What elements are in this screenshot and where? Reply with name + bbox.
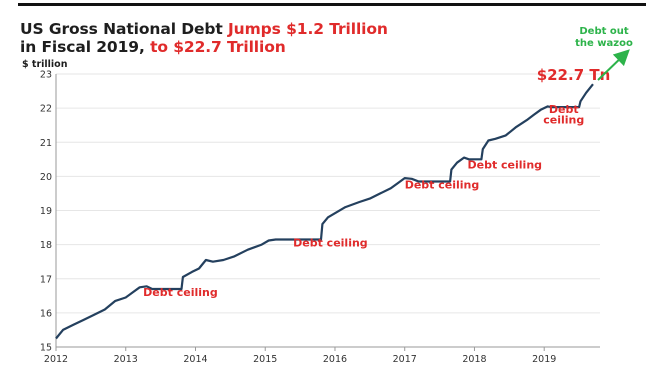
debt-series-line — [55, 83, 594, 340]
y-tick-label: 21 — [40, 138, 52, 149]
title-part-2: Jumps $1.2 Trillion — [228, 20, 388, 38]
debt-ceiling-annotation: Debt — [549, 103, 579, 116]
green-arrow — [597, 49, 630, 81]
y-tick-label: 15 — [40, 343, 52, 354]
debt-ceiling-annotation: Debt ceiling — [405, 178, 480, 191]
y-tick-label: 18 — [40, 240, 52, 251]
y-tick-label: 22 — [40, 104, 52, 115]
y-tick-label: 23 — [40, 70, 52, 81]
y-tick-label: 17 — [40, 274, 52, 285]
x-tick-label: 2013 — [114, 354, 138, 365]
title-part-1: US Gross National Debt — [20, 20, 228, 38]
x-tick-label: 2012 — [44, 354, 68, 365]
y-axis-unit-label: $ trillion — [22, 59, 68, 70]
top-rule — [18, 3, 646, 6]
arrow-label-line-2: the wazoo — [575, 38, 633, 49]
x-tick-label: 2018 — [462, 354, 486, 365]
x-tick-label: 2014 — [183, 354, 207, 365]
final-value-label: $22.7 Tn — [537, 66, 611, 84]
debt-ceiling-annotation: ceiling — [543, 113, 584, 126]
title-part-3: in Fiscal 2019, — [20, 38, 151, 56]
debt-ceiling-annotation: Debt ceiling — [467, 159, 542, 172]
debt-ceiling-annotation: Debt ceiling — [143, 286, 218, 299]
x-tick-label: 2019 — [532, 354, 556, 365]
y-tick-label: 16 — [40, 308, 52, 319]
chart-title-line-1: US Gross National Debt Jumps $1.2 Trilli… — [20, 20, 388, 38]
x-tick-label: 2017 — [393, 354, 417, 365]
x-tick-label: 2015 — [253, 354, 277, 365]
y-tick-label: 20 — [40, 172, 52, 183]
y-tick-label: 19 — [40, 206, 52, 217]
debt-ceiling-annotation: Debt ceiling — [293, 236, 368, 249]
arrow-label-line-1: Debt out — [579, 26, 628, 37]
chart-title-line-2: in Fiscal 2019, to $22.7 Trillion — [20, 38, 286, 56]
title-part-4: to $22.7 Trillion — [150, 38, 286, 56]
x-tick-label: 2016 — [323, 354, 347, 365]
